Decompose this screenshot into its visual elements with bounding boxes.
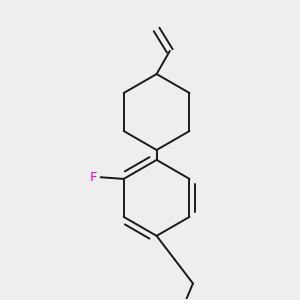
Text: F: F [90, 171, 97, 184]
